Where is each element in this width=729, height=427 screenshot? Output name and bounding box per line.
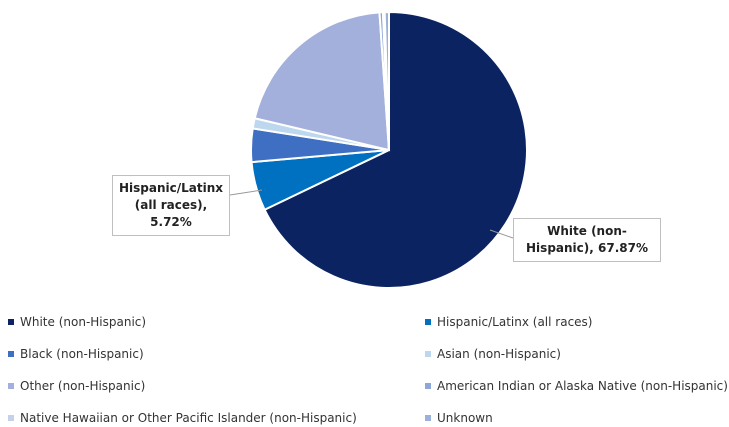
legend-item: American Indian or Alaska Native (non-Hi… (425, 379, 728, 393)
data-label: White (non-Hispanic), 67.87% (513, 218, 661, 262)
leader-line (229, 189, 263, 196)
pie-slice (383, 10, 390, 151)
legend-label: American Indian or Alaska Native (non-Hi… (437, 379, 728, 393)
pie-slice (263, 10, 528, 289)
legend-label: White (non-Hispanic) (20, 315, 147, 329)
legend-label: Other (non-Hispanic) (20, 379, 146, 393)
legend-swatch (8, 351, 14, 357)
legend-swatch (425, 383, 431, 389)
legend-item: White (non-Hispanic) (8, 315, 146, 329)
legend-swatch (8, 383, 14, 389)
legend-item: Other (non-Hispanic) (8, 379, 145, 393)
legend-label: Black (non-Hispanic) (20, 347, 144, 361)
legend-item: Unknown (425, 411, 493, 425)
leader-line (489, 229, 514, 239)
legend-swatch (425, 319, 431, 325)
legend-swatch (425, 415, 431, 421)
legend-item: Black (non-Hispanic) (8, 347, 144, 361)
legend-label: Hispanic/Latinx (all races) (437, 315, 593, 329)
legend-label: Native Hawaiian or Other Pacific Islande… (20, 411, 357, 425)
pie-slice (253, 11, 391, 152)
legend-item: Native Hawaiian or Other Pacific Islande… (8, 411, 357, 425)
legend-item: Hispanic/Latinx (all races) (425, 315, 592, 329)
legend-label: Unknown (437, 411, 493, 425)
legend-swatch (425, 351, 431, 357)
data-label: Hispanic/Latinx (all races), 5.72% (112, 175, 230, 236)
legend-swatch (8, 415, 14, 421)
legend-item: Asian (non-Hispanic) (425, 347, 561, 361)
legend-label: Asian (non-Hispanic) (437, 347, 561, 361)
legend-swatch (8, 319, 14, 325)
